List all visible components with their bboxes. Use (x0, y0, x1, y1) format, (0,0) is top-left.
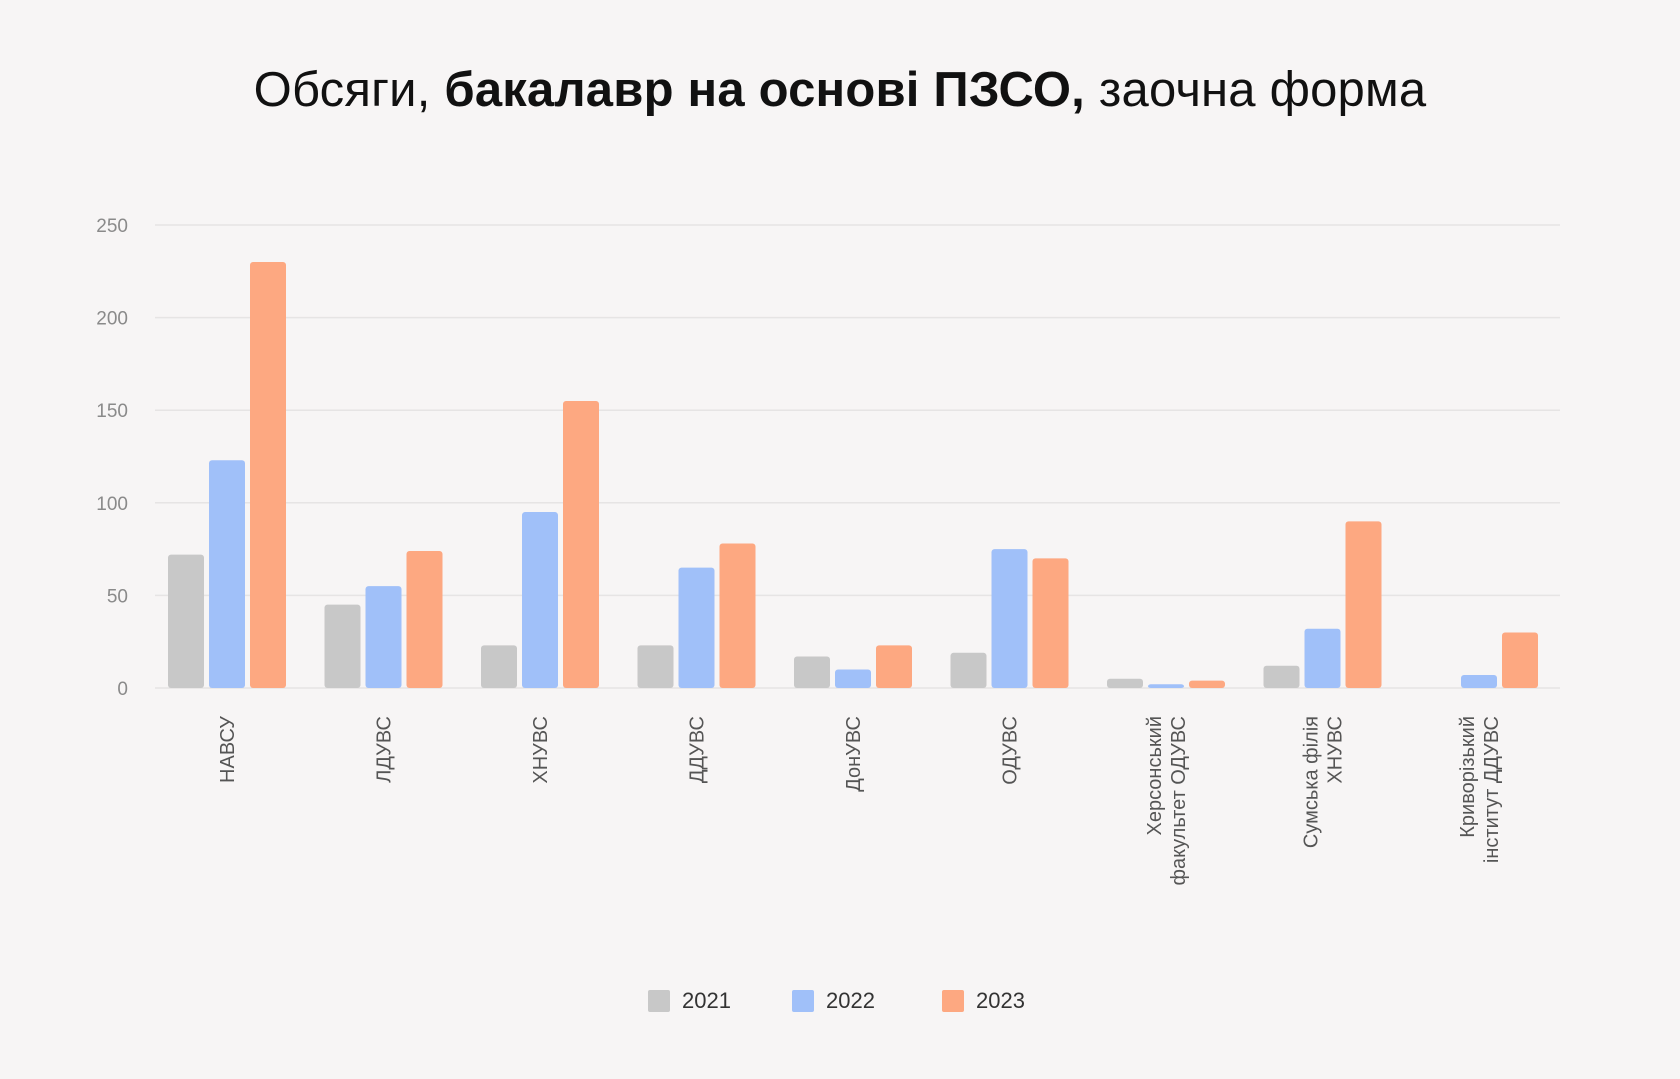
bar-2022-7 (1304, 628, 1341, 688)
category-label: ДонУВС (843, 716, 865, 792)
bar-2023-1 (406, 550, 443, 688)
bar-2022-6 (1148, 684, 1184, 688)
category-label: ХНУВС (530, 716, 552, 784)
category-label: факультет ОДУВС (1168, 716, 1190, 885)
legend-swatch (648, 990, 670, 1012)
bar-2023-2 (563, 400, 599, 688)
bar-2022-1 (365, 586, 402, 688)
y-tick-label: 100 (96, 494, 128, 515)
legend-item-2022: 2022 (792, 986, 875, 1016)
bar-2021-0 (168, 554, 204, 688)
bar-2021-7 (1263, 665, 1300, 688)
legend-swatch (942, 990, 964, 1012)
bar-2022-5 (991, 549, 1028, 688)
title-suffix: заочна форма (1098, 63, 1427, 117)
legend-label: 2023 (976, 988, 1025, 1013)
bar-2022-2 (522, 512, 558, 688)
category-label: НАВСУ (217, 716, 239, 783)
category-label: Херсонський (1144, 716, 1166, 836)
category-label: ХНУВС (1325, 716, 1347, 784)
bar-2023-0 (250, 262, 286, 688)
legend-label: 2021 (682, 988, 731, 1013)
category-label: Криворізький (1457, 716, 1479, 838)
legend-swatch (792, 990, 814, 1012)
bar-2022-3 (678, 567, 715, 688)
title-prefix: Обсяги, (253, 63, 431, 117)
y-tick-label: 200 (96, 309, 128, 330)
legend-item-2023: 2023 (942, 986, 1025, 1016)
bar-2021-3 (637, 645, 674, 688)
bar-2022-0 (209, 460, 245, 688)
y-tick-label: 50 (107, 586, 128, 607)
y-tick-label: 250 (96, 216, 128, 237)
bar-2023-4 (876, 645, 912, 688)
bar-2023-8 (1502, 632, 1538, 688)
category-label: ЛДУВС (374, 716, 396, 783)
category-label: Сумська філія (1301, 716, 1323, 848)
legend-item-2021: 2021 (648, 986, 731, 1016)
bar-2023-6 (1189, 680, 1225, 688)
bar-2021-6 (1107, 678, 1143, 688)
y-tick-label: 150 (96, 401, 128, 422)
title-bold: бакалавр на основі ПЗСО, (444, 63, 1085, 117)
bar-2022-4 (835, 669, 871, 688)
bar-2023-7 (1345, 521, 1382, 688)
bar-2021-2 (481, 645, 517, 688)
bar-2023-5 (1032, 558, 1069, 688)
category-label: інститут ДДУВС (1481, 716, 1503, 863)
bar-2021-5 (950, 652, 987, 688)
bar-2023-3 (719, 543, 756, 688)
y-tick-label: 0 (117, 679, 128, 700)
category-label: ОДУВС (1000, 716, 1022, 785)
bar-2022-8 (1461, 675, 1497, 688)
bar-2021-4 (794, 656, 830, 688)
chart-title: Обсяги, бакалавр на основі ПЗСО, заочна … (0, 62, 1680, 118)
category-label: ДДУВС (687, 716, 709, 783)
bar-2021-1 (324, 604, 361, 688)
legend: 2021 2022 2023 (0, 986, 1680, 1016)
legend-label: 2022 (826, 988, 875, 1013)
